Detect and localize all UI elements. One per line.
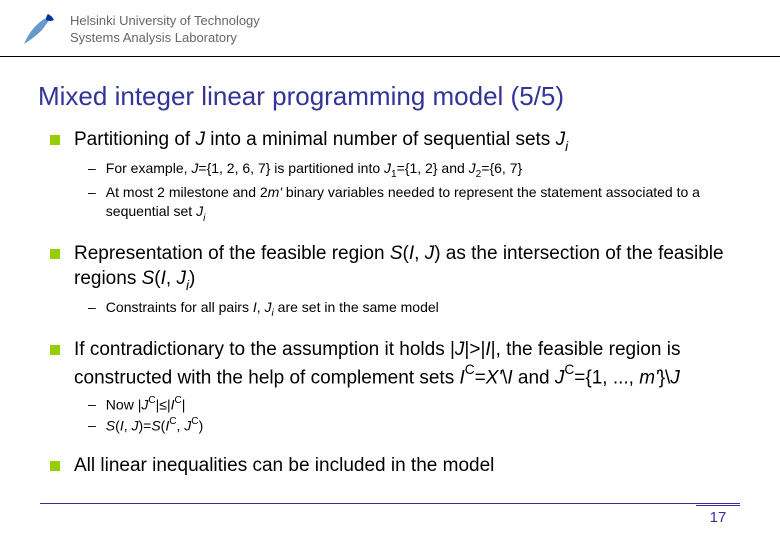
bullet-2-text: Representation of the feasible region S(… bbox=[74, 242, 730, 293]
text: ) bbox=[189, 268, 195, 289]
bullet-icon bbox=[50, 345, 60, 355]
text: At most 2 milestone and 2 bbox=[106, 184, 268, 200]
text: ={6, 7} bbox=[481, 160, 522, 176]
var: J bbox=[384, 160, 391, 176]
var: J bbox=[455, 339, 465, 360]
header-line-1: Helsinki University of Technology bbox=[70, 13, 260, 30]
bullet-4-text: All linear inequalities can be included … bbox=[74, 454, 494, 479]
sub-text: For example, J={1, 2, 6, 7} is partition… bbox=[106, 159, 522, 181]
var-ji: J bbox=[556, 129, 566, 150]
text: }\ bbox=[659, 367, 671, 388]
text: For example, bbox=[106, 160, 192, 176]
bullet-icon bbox=[50, 135, 60, 145]
var: m' bbox=[639, 367, 658, 388]
sub: i bbox=[186, 278, 189, 293]
bullet-2-sub-1: – Constraints for all pairs I, Ji are se… bbox=[88, 298, 730, 320]
sub: i bbox=[565, 139, 568, 154]
slide-content: Partitioning of J into a minimal number … bbox=[0, 128, 780, 478]
var: J bbox=[469, 160, 476, 176]
text: Constraints for all pairs bbox=[106, 299, 253, 315]
page-number: 17 bbox=[696, 505, 740, 526]
text: into a minimal number of sequential sets bbox=[205, 129, 556, 150]
sub-text: At most 2 milestone and 2m' binary varia… bbox=[106, 183, 730, 224]
var: X' bbox=[486, 367, 502, 388]
var: S bbox=[142, 268, 155, 289]
sub-text: Constraints for all pairs I, Ji are set … bbox=[106, 298, 439, 320]
var: S bbox=[151, 418, 160, 434]
header-text-block: Helsinki University of Technology System… bbox=[70, 13, 260, 47]
bullet-icon bbox=[50, 249, 60, 259]
text: Representation of the feasible region bbox=[74, 243, 390, 264]
var: S bbox=[106, 418, 115, 434]
dash-icon: – bbox=[88, 396, 96, 412]
text: ={1, 2, 6, 7} is partitioned into bbox=[198, 160, 384, 176]
bullet-icon bbox=[50, 461, 60, 471]
var: J bbox=[425, 243, 435, 264]
var: J bbox=[670, 367, 680, 388]
bullet-1-text: Partitioning of J into a minimal number … bbox=[74, 128, 568, 155]
text: Now | bbox=[106, 396, 142, 412]
dash-icon: – bbox=[88, 160, 96, 176]
text: ={1, ..., bbox=[574, 367, 639, 388]
text: ={1, 2} and bbox=[397, 160, 469, 176]
footer-divider bbox=[40, 503, 740, 505]
sup: C bbox=[169, 416, 176, 427]
bullet-4: All linear inequalities can be included … bbox=[50, 454, 730, 479]
dash-icon: – bbox=[88, 299, 96, 315]
var: J bbox=[265, 299, 272, 315]
text: , bbox=[166, 268, 177, 289]
sub: i bbox=[203, 213, 205, 224]
sup: C bbox=[465, 362, 475, 377]
text: | bbox=[182, 396, 186, 412]
text: Partitioning of bbox=[74, 129, 195, 150]
sub: 1 bbox=[391, 169, 397, 180]
university-logo-icon bbox=[20, 12, 56, 48]
bullet-3-sub-1: – Now |JC|≤|IC| bbox=[88, 395, 730, 415]
text: , bbox=[257, 299, 265, 315]
sub: i bbox=[272, 308, 274, 319]
bullet-1: Partitioning of J into a minimal number … bbox=[50, 128, 730, 155]
slide-title: Mixed integer linear programming model (… bbox=[0, 57, 780, 128]
sup: C bbox=[564, 362, 574, 377]
bullet-1-sub-1: – For example, J={1, 2, 6, 7} is partiti… bbox=[88, 159, 730, 181]
sup: C bbox=[191, 416, 198, 427]
sup: C bbox=[174, 395, 181, 406]
text: , bbox=[414, 243, 425, 264]
dash-icon: – bbox=[88, 417, 96, 433]
var: S bbox=[390, 243, 403, 264]
text: = bbox=[475, 367, 486, 388]
text: and bbox=[513, 367, 555, 388]
bullet-3-sub-2: – S(I, J)=S(IC, JC) bbox=[88, 416, 730, 436]
var-j: J bbox=[195, 129, 205, 150]
bullet-3-text: If contradictionary to the assumption it… bbox=[74, 338, 730, 391]
text: are set in the same model bbox=[274, 299, 439, 315]
bullet-3: If contradictionary to the assumption it… bbox=[50, 338, 730, 391]
var: J bbox=[555, 367, 565, 388]
var: I bbox=[459, 367, 464, 388]
text: If contradictionary to the assumption it… bbox=[74, 339, 455, 360]
dash-icon: – bbox=[88, 184, 96, 200]
text: )= bbox=[138, 418, 151, 434]
sub-text: Now |JC|≤|IC| bbox=[106, 395, 186, 415]
text: |>| bbox=[464, 339, 485, 360]
var: J bbox=[176, 268, 186, 289]
text: |≤| bbox=[156, 396, 171, 412]
bullet-1-sub-2: – At most 2 milestone and 2m' binary var… bbox=[88, 183, 730, 224]
text: ) bbox=[199, 418, 204, 434]
sub: 2 bbox=[476, 169, 482, 180]
sup: C bbox=[148, 395, 155, 406]
slide-header: Helsinki University of Technology System… bbox=[0, 0, 780, 57]
header-line-2: Systems Analysis Laboratory bbox=[70, 30, 260, 47]
bullet-2: Representation of the feasible region S(… bbox=[50, 242, 730, 293]
var: m' bbox=[268, 184, 282, 200]
sub-text: S(I, J)=S(IC, JC) bbox=[106, 416, 203, 436]
